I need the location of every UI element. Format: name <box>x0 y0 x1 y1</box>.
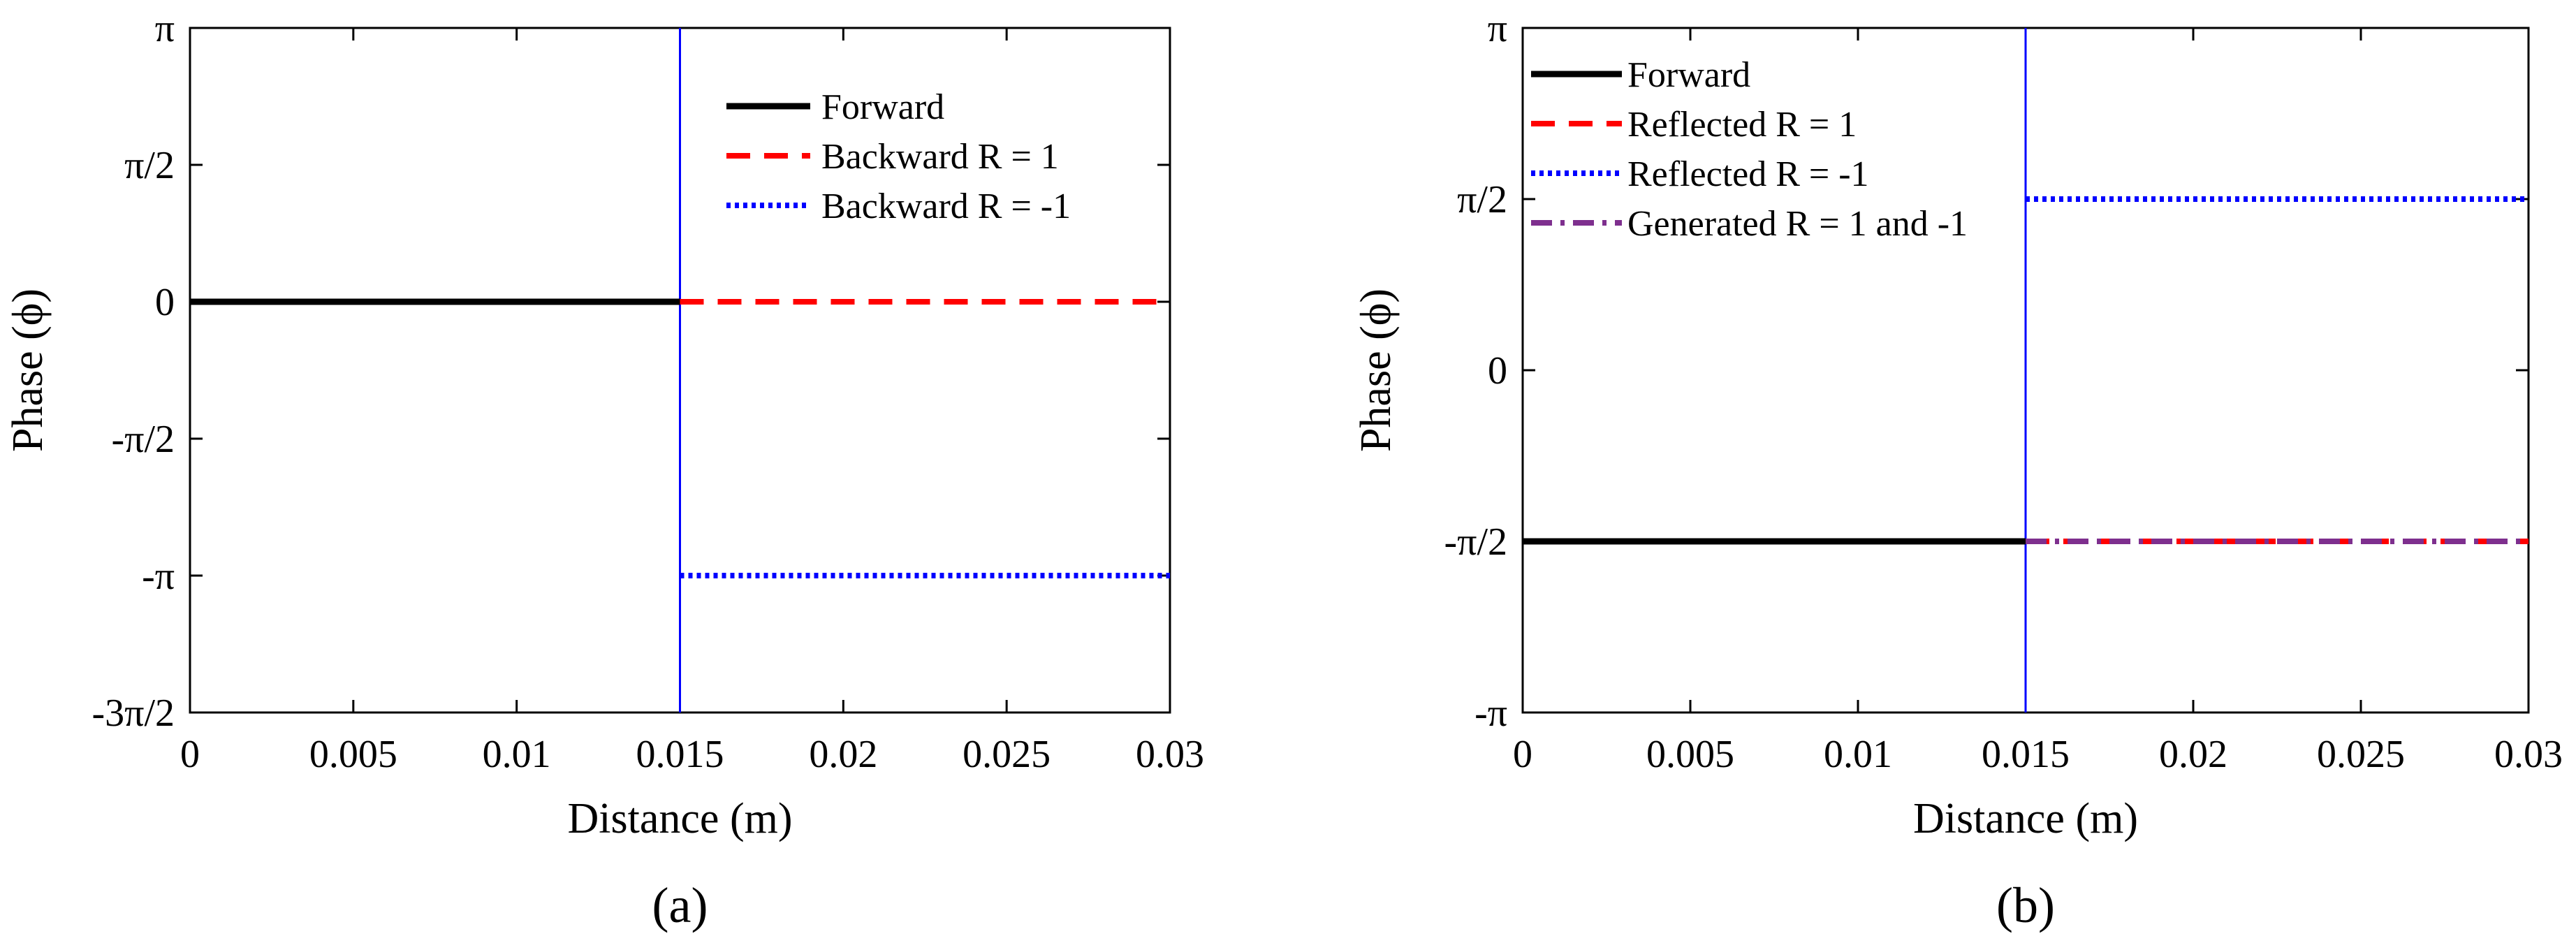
y-tick-label: 0 <box>1488 349 1507 393</box>
y-tick-label: π/2 <box>124 144 175 187</box>
x-tick-label: 0.03 <box>2494 733 2563 776</box>
x-tick-label: 0.005 <box>309 733 397 776</box>
x-tick-label: 0 <box>180 733 200 776</box>
x-tick-label: 0.005 <box>1646 733 1734 776</box>
y-tick-label: π/2 <box>1457 178 1507 221</box>
panel-a: 0 0.005 0.01 0.015 0.02 0.025 0.03 -3π/2 -π -π/2 0… <box>4 7 1204 933</box>
x-tick-label: 0.01 <box>483 733 551 776</box>
y-tick-label: -π <box>142 555 175 598</box>
panel-b: 0 0.005 0.01 0.015 0.02 0.025 0.03-π-π/20π/2πF… <box>1352 7 2563 933</box>
legend-entry: Forward <box>821 87 944 127</box>
x-tick-label: 0 <box>1513 733 1532 776</box>
legend-entry: Reflected R = -1 <box>1627 154 1869 194</box>
panel-label: (b) <box>1996 877 2055 933</box>
legend-entry: Reflected R = 1 <box>1627 105 1857 145</box>
legend: Forward Reflected R = 1 Reflected R = -1 Ge… <box>1531 55 1968 244</box>
y-axis-label: Phase (ϕ) <box>1352 288 1400 452</box>
x-tick-label: 0.015 <box>636 733 724 776</box>
x-tick-label: 0.01 <box>1824 733 1892 776</box>
y-axis-label: Phase (ϕ) <box>4 288 52 452</box>
legend-entry: Backward R = -1 <box>821 187 1071 226</box>
panel-label: (a) <box>652 877 708 933</box>
y-tick-label: -π <box>1474 692 1507 735</box>
x-tick-label: 0.015 <box>1982 733 2070 776</box>
legend-entry: Forward <box>1627 55 1750 95</box>
x-tick-label: 0.02 <box>2159 733 2227 776</box>
x-tick-label: 0.02 <box>809 733 877 776</box>
x-axis-label: Distance (m) <box>1913 795 2138 842</box>
legend-entry: Backward R = 1 <box>821 137 1059 177</box>
x-axis-label: Distance (m) <box>568 795 793 842</box>
x-tick-label: 0.025 <box>963 733 1051 776</box>
y-tick-label: 0 <box>155 281 175 324</box>
legend: Forward Backward R = 1 Backward R = -1 <box>726 87 1071 226</box>
x-tick-label: 0.03 <box>1136 733 1204 776</box>
legend-entry: Generated R = 1 and -1 <box>1627 204 1968 244</box>
y-tick-label: -π/2 <box>1444 520 1507 564</box>
y-tick-label: π <box>155 7 175 50</box>
y-tick-label: π <box>1488 7 1507 50</box>
x-tick-label: 0.025 <box>2317 733 2405 776</box>
y-tick-label: -π/2 <box>112 418 175 461</box>
y-tick-label: -3π/2 <box>92 692 175 735</box>
